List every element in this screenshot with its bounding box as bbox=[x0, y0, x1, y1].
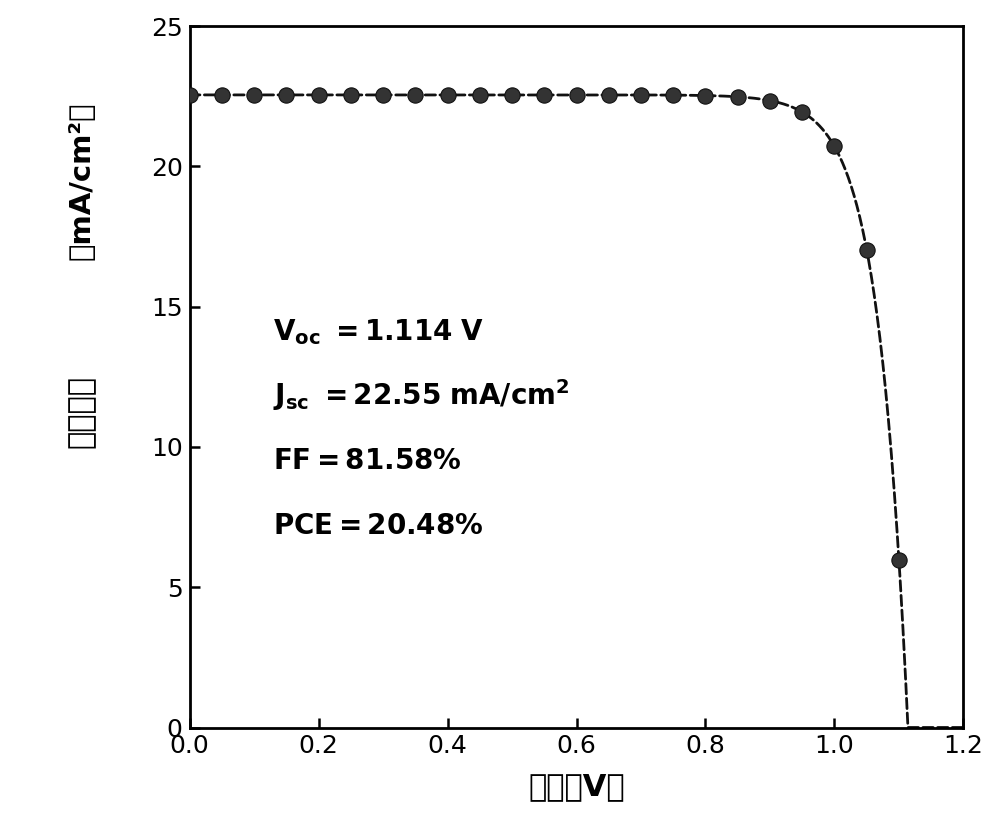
X-axis label: 电压（V）: 电压（V） bbox=[528, 772, 625, 802]
Text: $\mathbf{V_{oc}}$ $\mathbf{=1.114\ V}$: $\mathbf{V_{oc}}$ $\mathbf{=1.114\ V}$ bbox=[273, 317, 485, 347]
Text: $\mathbf{PCE = 20.48\%}$: $\mathbf{PCE = 20.48\%}$ bbox=[273, 512, 484, 540]
Text: 电流密度: 电流密度 bbox=[67, 375, 96, 448]
Text: （mA/cm²）: （mA/cm²） bbox=[67, 101, 95, 260]
Text: $\mathbf{FF = 81.58\%}$: $\mathbf{FF = 81.58\%}$ bbox=[273, 447, 462, 475]
Text: $\mathbf{J_{sc}}$ $\mathbf{= 22.55\ mA/cm^2}$: $\mathbf{J_{sc}}$ $\mathbf{= 22.55\ mA/c… bbox=[273, 377, 570, 413]
